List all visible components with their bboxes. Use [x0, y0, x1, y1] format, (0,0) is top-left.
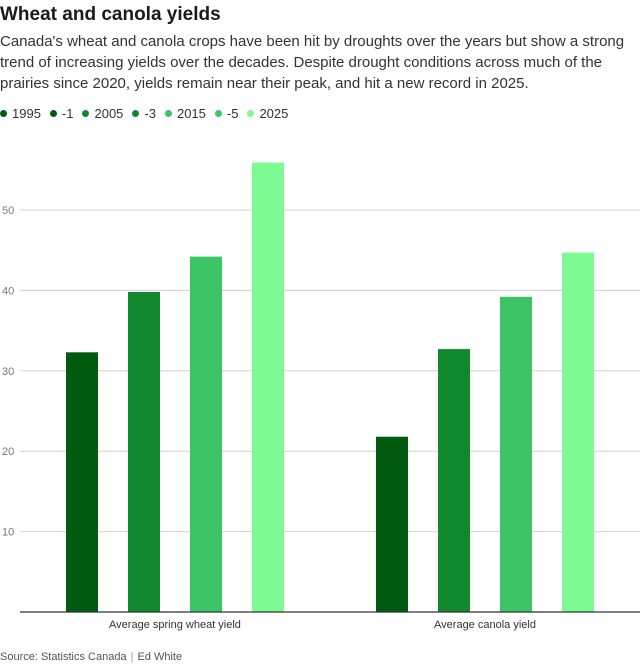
legend-label: 2025 — [259, 106, 289, 121]
legend-swatch — [82, 110, 90, 117]
source-author: Ed White — [137, 651, 183, 663]
legend-label: 2015 — [176, 106, 206, 121]
bar-2005 — [128, 292, 160, 612]
legend-label: 2005 — [94, 106, 124, 121]
source-text: Source: Statistics Canada — [0, 651, 127, 663]
x-category-label: Average canola yield — [434, 619, 536, 631]
legend-swatch — [0, 110, 7, 117]
legend-item: 2005 — [82, 106, 123, 121]
legend-item: 2015 — [164, 106, 206, 121]
legend-swatch — [132, 110, 140, 117]
y-tick-label: 30 — [2, 366, 14, 378]
bar-1995 — [66, 352, 98, 612]
legend-swatch — [49, 110, 57, 117]
y-tick-label: 40 — [2, 285, 14, 297]
bar-2025 — [562, 252, 594, 612]
y-tick-label: 20 — [2, 446, 14, 458]
grid-layer — [20, 209, 640, 533]
x-category-label: Average spring wheat yield — [109, 619, 241, 631]
legend-item: -1 — [49, 106, 74, 121]
y-tick-label: 10 — [2, 527, 14, 539]
chart-subtitle: Canada's wheat and canola crops have bee… — [0, 33, 625, 92]
bar-2005 — [438, 349, 470, 612]
bar-2015 — [500, 296, 532, 612]
source-separator: | — [130, 651, 134, 663]
legend-item: 2025 — [247, 106, 288, 121]
bar-2015 — [190, 256, 222, 612]
legend-label: -1 — [61, 106, 74, 121]
bar-1995 — [376, 436, 408, 612]
axis-layer: 10 20 30 40 50 Average spring wheat yield Aver… — [2, 205, 640, 631]
legend-label: -5 — [226, 106, 239, 121]
legend-item: 1995 — [0, 106, 41, 121]
bar-2025 — [252, 162, 284, 612]
legend-label: -3 — [144, 106, 156, 121]
bar-layer — [66, 162, 594, 612]
legend-swatch — [164, 110, 172, 117]
y-tick-label: 50 — [2, 205, 14, 217]
legend-swatch — [247, 110, 255, 117]
legend-label: 1995 — [12, 106, 41, 121]
chart-title: Wheat and canola yields — [0, 4, 221, 25]
source-line: Source: Statistics Canada | Ed White — [0, 651, 182, 663]
legend-item: -3 — [132, 106, 156, 121]
chart-legend: 1995 -1 2005 -3 2015 -5 2025 — [0, 106, 297, 121]
legend-swatch — [214, 110, 222, 117]
legend-item: -5 — [214, 106, 239, 121]
